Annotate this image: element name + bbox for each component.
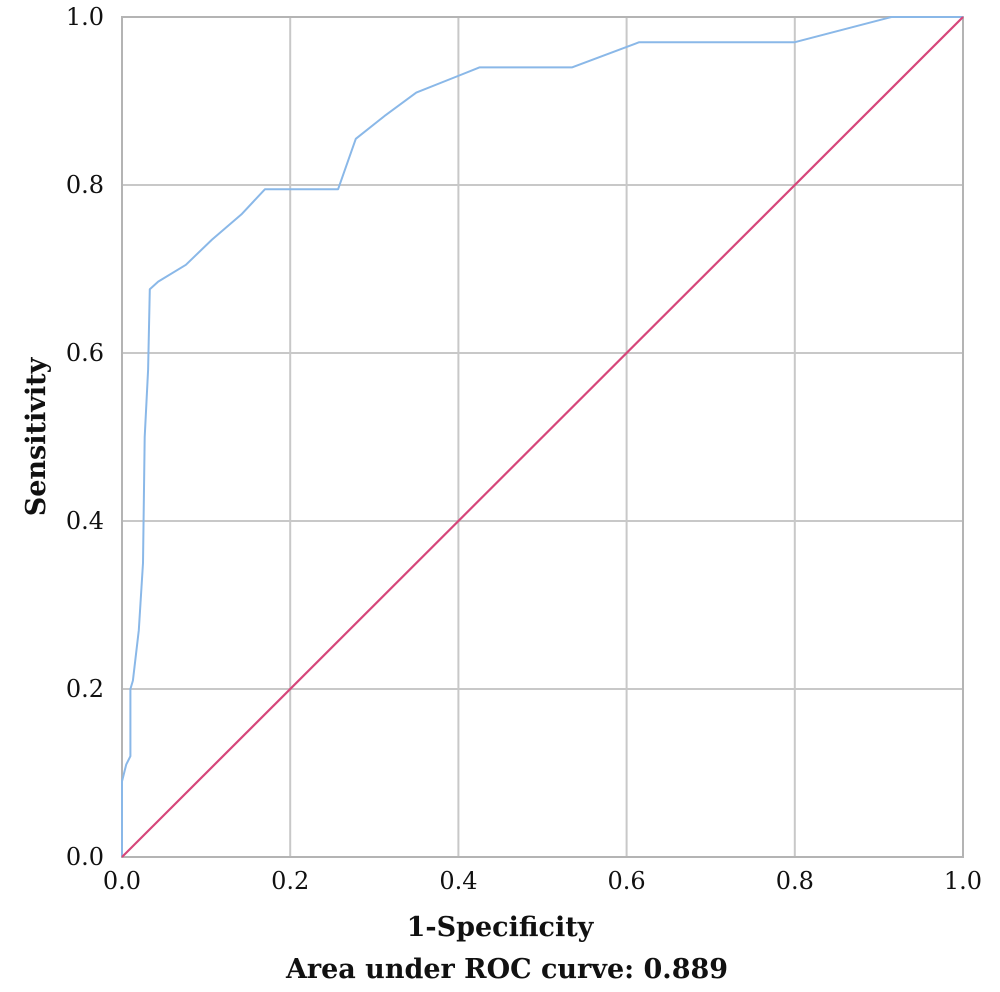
- tick-labels: 0.0 0.2 0.4 0.6 0.8 1.0 0.0 0.2 0.4 0.6 0.8 1.0: [66, 3, 982, 895]
- auc-caption: Area under ROC curve: 0.889: [285, 954, 728, 985]
- x-tick-label: 1.0: [944, 867, 982, 895]
- y-axis-title: Sensitivity: [21, 356, 52, 516]
- x-tick-label: 0.2: [271, 867, 309, 895]
- x-axis-title: 1-Specificity: [407, 912, 595, 943]
- x-tick-label: 0.8: [776, 867, 814, 895]
- reference-diagonal-line: [121, 16, 964, 858]
- y-tick-label: 0.2: [66, 675, 104, 703]
- y-tick-label: 0.6: [66, 339, 104, 367]
- y-tick-label: 1.0: [66, 3, 104, 31]
- plot-area-border: [121, 16, 964, 858]
- y-tick-label: 0.4: [66, 507, 104, 535]
- y-tick-label: 0.8: [66, 171, 104, 199]
- roc-curve-line: [121, 16, 963, 857]
- series-layer: [121, 16, 964, 858]
- x-tick-label: 0.0: [103, 867, 141, 895]
- x-tick-label: 0.6: [608, 867, 646, 895]
- y-tick-label: 0.0: [66, 843, 104, 871]
- x-tick-label: 0.4: [439, 867, 477, 895]
